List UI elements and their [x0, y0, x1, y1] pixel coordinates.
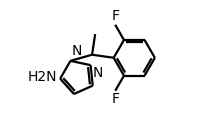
- Text: N: N: [93, 66, 103, 80]
- Text: F: F: [111, 92, 119, 106]
- Text: H2N: H2N: [27, 70, 57, 84]
- Text: N: N: [71, 44, 82, 58]
- Text: F: F: [111, 9, 119, 23]
